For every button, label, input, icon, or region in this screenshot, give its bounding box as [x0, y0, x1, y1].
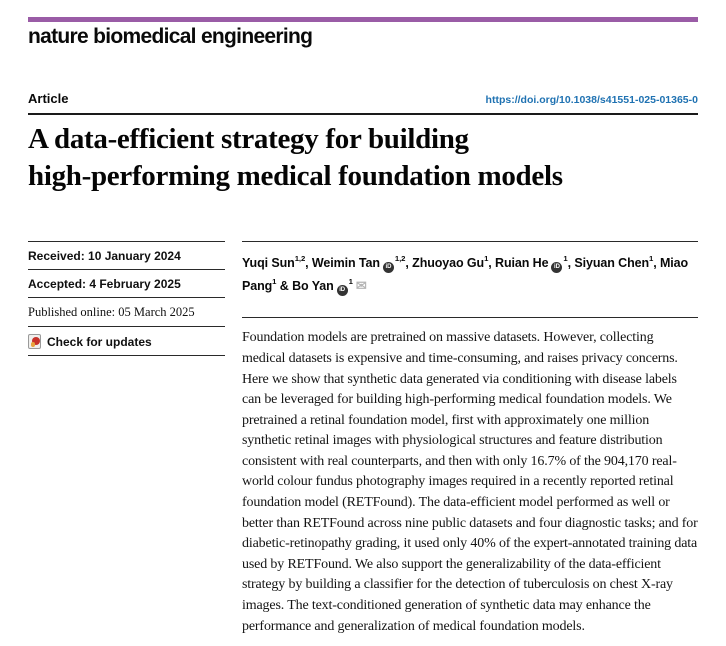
page-title-line1: A data-efficient strategy for building	[28, 123, 469, 155]
author-separator: ,	[653, 256, 660, 271]
journal-accent-bar	[28, 17, 698, 22]
author-name: Weimin Tan	[311, 256, 380, 271]
author-affiliation-sup: 1	[484, 254, 489, 263]
crossmark-red-dot	[31, 337, 40, 345]
received-date: Received: 10 January 2024	[28, 241, 225, 269]
author-affiliation-sup: 1,2	[394, 254, 406, 263]
author-list: Yuqi Sun1,2, Weimin Tan iD1,2, Zhuoyao Gu…	[242, 241, 698, 296]
author-separator: ,	[567, 256, 575, 271]
abstract-section: Foundation models are pretrained on mass…	[242, 317, 698, 637]
author-name: Yuqi Sun	[242, 256, 295, 271]
author-name: Siyuan Chen	[574, 256, 649, 271]
envelope-icon[interactable]: ✉	[355, 278, 367, 294]
check-for-updates-link[interactable]: Check for updates	[28, 326, 225, 355]
doi-link[interactable]: https://doi.org/10.1038/s41551-025-01365…	[485, 94, 698, 106]
author-affiliation-sup: 1	[272, 277, 277, 287]
orcid-icon[interactable]: iD	[336, 284, 348, 296]
author-affiliation-sup: 1	[348, 277, 353, 287]
check-for-updates-label: Check for updates	[47, 334, 152, 349]
abstract-text: Foundation models are pretrained on mass…	[242, 330, 698, 634]
orcid-icon[interactable]: iD	[551, 261, 563, 273]
author-name: Ruian He	[495, 256, 549, 271]
main-column: Yuqi Sun1,2, Weimin Tan iD1,2, Zhuoyao Gu…	[242, 241, 698, 637]
metadata-bottom-rule	[28, 355, 225, 356]
content-columns: Received: 10 January 2024 Accepted: 4 Fe…	[28, 241, 698, 637]
orcid-icon[interactable]: iD	[382, 261, 394, 273]
article-page: nature biomedical engineering Article ht…	[0, 17, 726, 637]
author-separator: ,	[305, 256, 312, 271]
author-affiliation-sup: 1	[649, 254, 654, 263]
author-separator: ,	[488, 256, 496, 271]
author-name: Bo Yan	[292, 279, 334, 294]
crossmark-yellow-dot	[30, 342, 35, 347]
author-separator: &	[276, 279, 293, 294]
author-name: Miao Pang	[242, 256, 689, 294]
article-type-label: Article	[28, 91, 69, 106]
column-gutter	[225, 241, 242, 637]
accepted-date: Accepted: 4 February 2025	[28, 269, 225, 297]
journal-masthead: nature biomedical engineering	[28, 25, 313, 48]
published-date: Published online: 05 March 2025	[28, 297, 225, 326]
crossmark-icon	[28, 334, 41, 349]
author-separator: ,	[405, 256, 413, 271]
author-name: Zhuoyao Gu	[412, 256, 485, 271]
article-header-row: Article https://doi.org/10.1038/s41551-0…	[28, 91, 698, 115]
page-title-line2: high-performing medical foundation model…	[28, 160, 563, 192]
page-title: A data-efficient strategy for building h…	[28, 121, 698, 195]
author-affiliation-sup: 1,2	[294, 254, 306, 263]
author-affiliation-sup: 1	[563, 254, 568, 263]
metadata-column: Received: 10 January 2024 Accepted: 4 Fe…	[28, 241, 225, 637]
